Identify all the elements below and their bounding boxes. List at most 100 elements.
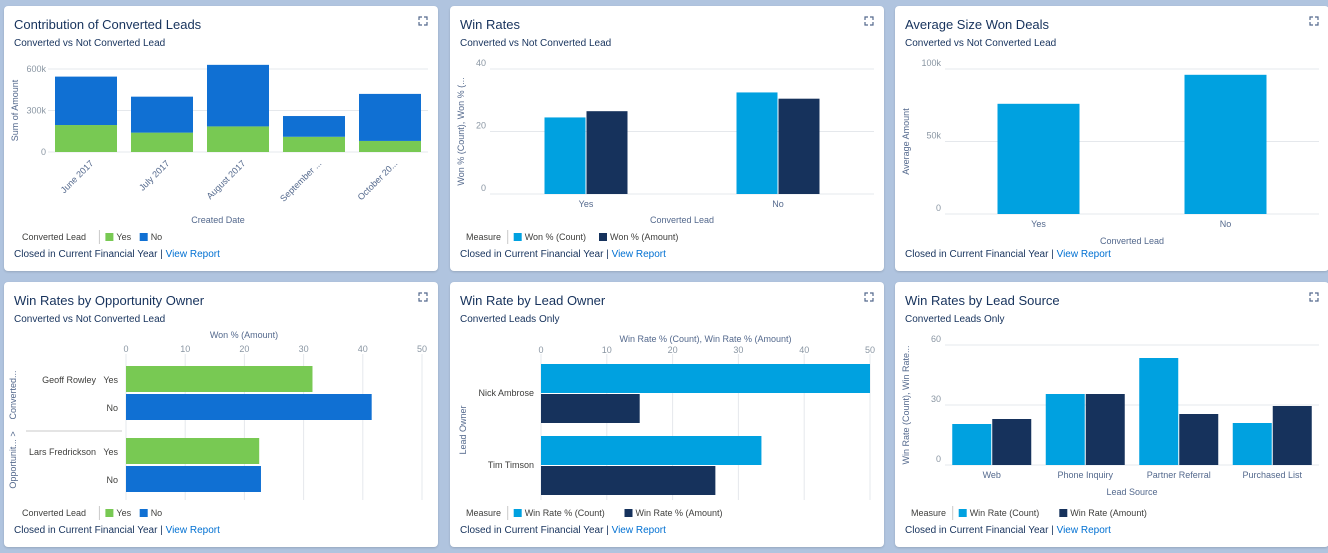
grouped-bar-chart: 0 30 60 Win Rate (Count), Win Rate... Web Pho… — [901, 334, 1319, 520]
x-tick-label: Web — [983, 470, 1001, 480]
bar-amount — [541, 394, 640, 423]
bar-primary — [736, 92, 778, 194]
expand-icon[interactable] — [1309, 292, 1319, 302]
stacked-bar-chart: 0 300k 600k Sum of Amount June 2017 July 2017… — [10, 64, 428, 244]
footer-period: Closed in Current Financial Year — [14, 249, 158, 260]
legend-label: Yes — [116, 232, 131, 242]
converted-label: No — [106, 403, 118, 413]
bar-no — [359, 93, 421, 141]
card-footer: Closed in Current Financial Year | View … — [905, 249, 1111, 260]
x-tick-label: Partner Referral — [1147, 470, 1211, 480]
view-report-link[interactable]: View Report — [611, 249, 666, 260]
legend-swatch — [139, 233, 148, 241]
expand-icon[interactable] — [418, 16, 428, 26]
legend-title: Measure — [466, 508, 501, 518]
y-tick-label: 60 — [931, 334, 941, 344]
footer-period: Closed in Current Financial Year — [14, 525, 158, 536]
bar-no — [126, 466, 261, 492]
card-subtitle: Converted Leads Only — [905, 314, 1005, 325]
card-footer: Closed in Current Financial Year | View … — [460, 249, 666, 260]
card-title: Average Size Won Deals — [905, 17, 1050, 32]
card-subtitle: Converted vs Not Converted Lead — [14, 38, 166, 49]
bar-count — [541, 436, 762, 465]
footer-separator: | — [160, 249, 163, 260]
x-axis-title: Win Rate % (Count), Win Rate % (Amount) — [619, 334, 791, 344]
card-average-size-won-deals: Average Size Won Deals Converted vs Not … — [895, 6, 1328, 271]
y-axis-title: Win Rate (Count), Win Rate... — [901, 345, 911, 464]
card-title: Contribution of Converted Leads — [14, 17, 202, 32]
x-tick-label: Yes — [1031, 219, 1046, 229]
expand-icon[interactable] — [1309, 16, 1319, 26]
converted-label: Yes — [103, 375, 118, 385]
y-tick-label: 100k — [921, 58, 941, 68]
card-subtitle: Converted vs Not Converted Lead — [14, 314, 166, 325]
y-tick-label: 300k — [26, 106, 46, 116]
x-tick-label: 20 — [668, 345, 678, 355]
x-tick-label: August 2017 — [205, 158, 248, 201]
x-tick-label: 40 — [358, 344, 368, 354]
card-subtitle: Converted Leads Only — [460, 314, 560, 325]
legend-swatch — [1059, 509, 1068, 517]
bar-no — [283, 116, 345, 137]
view-report-link[interactable]: View Report — [1056, 249, 1111, 260]
y-tick-label: 30 — [931, 394, 941, 404]
legend-swatch — [958, 509, 967, 517]
expand-icon[interactable] — [864, 16, 874, 26]
footer-period: Closed in Current Financial Year — [460, 525, 604, 536]
legend-label: No — [151, 232, 163, 242]
footer-period: Closed in Current Financial Year — [905, 525, 1049, 536]
x-tick-label: July 2017 — [137, 158, 171, 192]
bar-yes — [55, 125, 117, 152]
card-subtitle: Converted vs Not Converted Lead — [905, 38, 1057, 49]
legend-swatch — [139, 509, 148, 517]
legend-swatch — [105, 233, 114, 241]
horizontal-bar-chart: Won % (Amount) 0 10 20 30 40 50 Geoff Rowley Yes… — [8, 330, 427, 520]
card-footer: Closed in Current Financial Year | View … — [14, 249, 220, 260]
x-tick-label: 20 — [239, 344, 249, 354]
bar-primary — [1232, 423, 1272, 465]
legend-swatch — [513, 509, 522, 517]
y-tick-label: 0 — [481, 183, 486, 193]
view-report-link[interactable]: View Report — [1056, 525, 1111, 536]
card-win-rates: Win Rates Converted vs Not Converted Lea… — [450, 6, 884, 271]
bar-secondary — [1179, 414, 1219, 465]
owner-label: Geoff Rowley — [42, 375, 96, 385]
y-tick-label: Tim Timson — [488, 460, 534, 470]
x-tick-label: September ... — [278, 158, 323, 203]
bar-secondary — [586, 111, 628, 194]
bar-no — [131, 96, 193, 133]
legend-label: Won % (Count) — [525, 232, 586, 242]
legend-title: Measure — [466, 232, 501, 242]
x-axis-title: Converted Lead — [1100, 236, 1164, 246]
x-tick-label: October 20... — [356, 158, 400, 202]
y-tick-label: 600k — [26, 64, 46, 74]
footer-period: Closed in Current Financial Year — [460, 249, 604, 260]
legend-label: Win Rate % (Amount) — [636, 508, 723, 518]
view-report-link[interactable]: View Report — [165, 525, 220, 536]
view-report-link[interactable]: View Report — [165, 249, 220, 260]
y-tick-label: 0 — [41, 147, 46, 157]
view-report-link[interactable]: View Report — [611, 525, 666, 536]
expand-icon[interactable] — [418, 292, 428, 302]
bar-no — [55, 76, 117, 126]
bar-primary — [1184, 74, 1267, 214]
bar-secondary — [1085, 394, 1125, 465]
x-tick-label: No — [1220, 219, 1232, 229]
card-win-rates-by-lead-source: Win Rates by Lead Source Converted Leads… — [895, 282, 1328, 547]
x-tick-label: Phone Inquiry — [1057, 470, 1113, 480]
bar-primary — [1045, 394, 1085, 465]
x-axis-title: Created Date — [191, 215, 245, 225]
x-tick-label: 10 — [602, 345, 612, 355]
legend-swatch — [105, 509, 114, 517]
x-tick-label: 0 — [123, 344, 128, 354]
card-win-rates-by-opportunity-owner: Win Rates by Opportunity Owner Converted… — [4, 282, 438, 547]
owner-label: Lars Fredrickson — [29, 447, 96, 457]
bar-yes — [126, 366, 313, 392]
expand-icon[interactable] — [864, 292, 874, 302]
y-axis-title: Won % (Count), Won % (... — [456, 77, 466, 185]
x-tick-label: 30 — [299, 344, 309, 354]
card-subtitle: Converted vs Not Converted Lead — [460, 38, 612, 49]
x-tick-label: 0 — [538, 345, 543, 355]
horizontal-grouped-bar-chart: Win Rate % (Count), Win Rate % (Amount) 0… — [458, 334, 875, 520]
bar-yes — [131, 132, 193, 152]
